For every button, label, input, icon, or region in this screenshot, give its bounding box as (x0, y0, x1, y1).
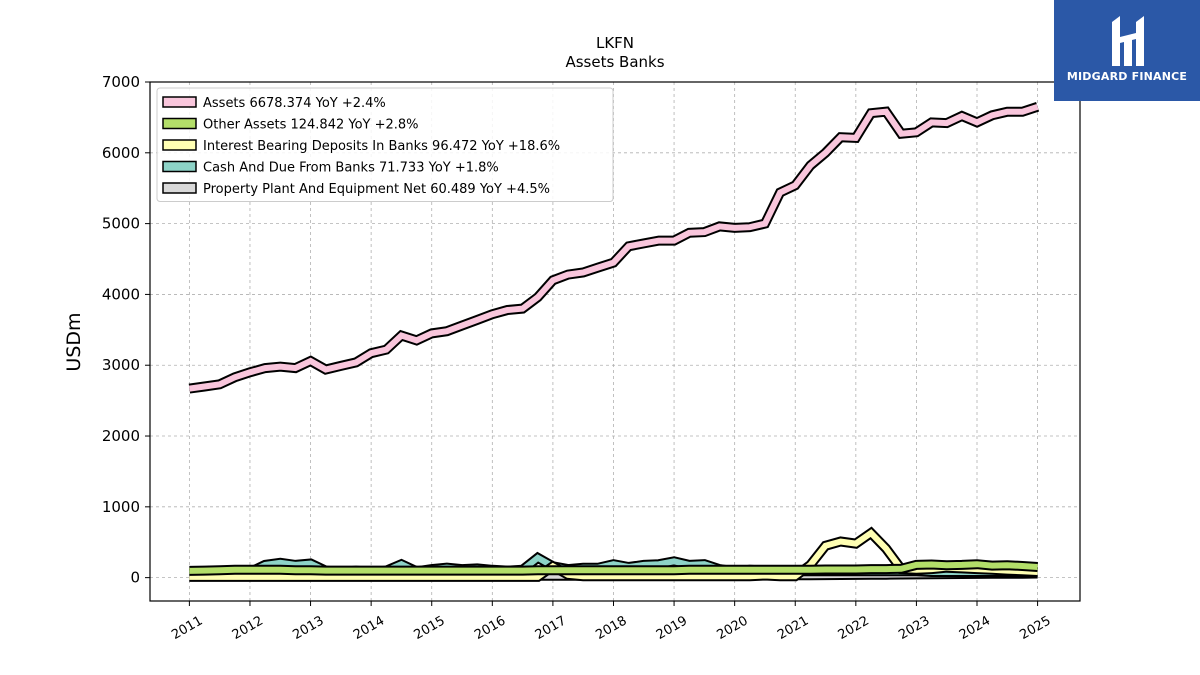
brand-logo: MIDGARD FINANCE (1054, 0, 1200, 101)
brand-name: MIDGARD FINANCE (1066, 70, 1188, 83)
y-tick-label: 0 (130, 569, 140, 587)
x-tick-label: 2019 (654, 613, 690, 643)
y-tick-label: 1000 (102, 498, 140, 516)
legend-entry: Assets 6678.374 YoY +2.4% (203, 96, 386, 111)
legend-swatch (162, 182, 197, 194)
legend-entry: Other Assets 124.842 YoY +2.8% (203, 118, 419, 133)
series-layer (188, 102, 1040, 582)
legend-entry: Interest Bearing Deposits In Banks 96.47… (203, 139, 560, 154)
x-axis: 2011 2012 2013 2014 2015 2016 2017 2018 2019 2020… (169, 601, 1054, 643)
plot-frame (149, 81, 1081, 602)
y-tick-label: 6000 (102, 144, 140, 162)
x-tick-label: 2022 (836, 613, 872, 643)
x-tick-label: 2018 (593, 613, 629, 643)
legend-swatch (162, 117, 197, 130)
x-tick-label: 2015 (412, 613, 448, 643)
x-tick-label: 2014 (351, 613, 387, 643)
x-tick-label: 2013 (290, 613, 326, 643)
series-line (189, 561, 1038, 574)
series-line (189, 529, 1038, 580)
series-interest-bearing-deposits-in-banks (189, 526, 1038, 582)
y-tick-label: 7000 (102, 73, 140, 91)
chart-title: LKFN (596, 34, 634, 52)
x-tick-label: 2012 (230, 613, 266, 643)
x-tick-label: 2011 (169, 613, 205, 643)
series-assets (188, 102, 1040, 394)
y-tick-label: 2000 (102, 427, 140, 445)
brand-mark-icon (1112, 16, 1144, 66)
y-axis-label: USDm (63, 312, 85, 371)
legend-entry: Property Plant And Equipment Net 60.489 … (203, 182, 550, 197)
y-tick-label: 4000 (102, 285, 140, 303)
x-tick-label: 2017 (533, 613, 569, 643)
series-other-assets (189, 559, 1038, 576)
legend-entry: Cash And Due From Banks 71.733 YoY +1.8% (203, 161, 499, 176)
legend-swatch (162, 160, 197, 173)
y-tick-label: 3000 (102, 356, 140, 374)
chart-subtitle: Assets Banks (565, 53, 664, 71)
x-tick-label: 2021 (775, 613, 811, 643)
legend-box (156, 87, 614, 202)
x-tick-label: 2025 (1017, 613, 1053, 643)
y-axis: 0 1000 2000 3000 4000 5000 6000 7000 (102, 73, 150, 587)
x-tick-label: 2020 (714, 613, 750, 643)
x-tick-label: 2024 (957, 613, 993, 643)
x-tick-label: 2023 (896, 613, 932, 643)
legend-swatch (162, 139, 197, 151)
x-tick-label: 2016 (472, 613, 508, 643)
legend: Assets 6678.374 YoY +2.4% Other Assets 12… (156, 87, 614, 202)
y-tick-label: 5000 (102, 215, 140, 233)
series-line (188, 103, 1039, 392)
legend-swatch (162, 96, 197, 108)
